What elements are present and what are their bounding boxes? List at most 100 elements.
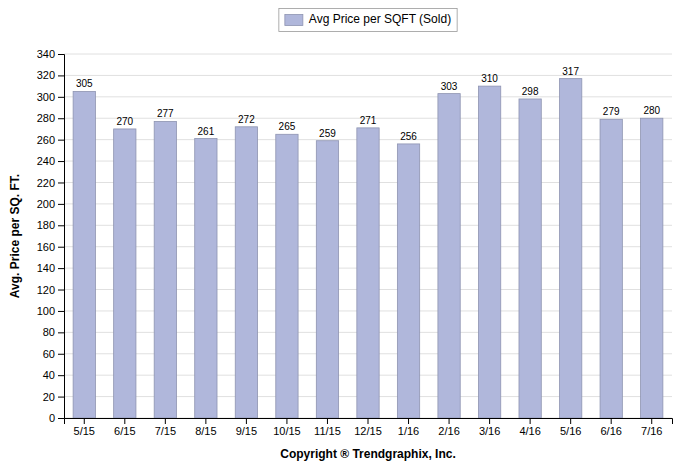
x-tick-mark bbox=[570, 418, 571, 424]
x-tick-label: 5/15 bbox=[74, 425, 95, 437]
y-tick-label: 300 bbox=[37, 91, 55, 103]
x-tick-mark bbox=[530, 418, 531, 424]
y-tick-label: 240 bbox=[37, 155, 55, 167]
x-tick: 2/16 bbox=[438, 418, 459, 437]
x-tick-label: 1/16 bbox=[398, 425, 419, 437]
y-tick-mark bbox=[58, 225, 64, 226]
x-tick: 7/16 bbox=[641, 418, 662, 437]
y-tick: 20 bbox=[43, 391, 64, 403]
x-tick: 5/16 bbox=[560, 418, 581, 437]
y-axis-title: Avg. Price per SQ. FT. bbox=[8, 174, 22, 298]
y-tick-mark bbox=[58, 354, 64, 355]
bar bbox=[600, 119, 622, 418]
x-tick: 6/16 bbox=[600, 418, 621, 437]
data-label: 261 bbox=[198, 126, 215, 137]
y-tick-label: 80 bbox=[43, 326, 55, 338]
y-tick-label: 320 bbox=[37, 69, 55, 81]
y-tick-mark bbox=[58, 182, 64, 183]
x-tick-label: 4/16 bbox=[519, 425, 540, 437]
data-label: 279 bbox=[603, 106, 620, 117]
y-tick: 340 bbox=[37, 48, 64, 60]
data-label: 271 bbox=[360, 115, 377, 126]
y-tick-label: 0 bbox=[49, 412, 55, 424]
x-tick-label: 8/15 bbox=[195, 425, 216, 437]
x-tick: 8/15 bbox=[195, 418, 216, 437]
y-tick-label: 220 bbox=[37, 176, 55, 188]
y-tick: 60 bbox=[43, 348, 64, 360]
x-tick-mark bbox=[84, 418, 85, 424]
data-label: 259 bbox=[319, 128, 336, 139]
x-tick-mark bbox=[165, 418, 166, 424]
y-tick-mark bbox=[58, 311, 64, 312]
y-tick-label: 160 bbox=[37, 241, 55, 253]
x-tick: 3/16 bbox=[479, 418, 500, 437]
x-tick: 10/15 bbox=[273, 418, 301, 437]
x-tick-mark bbox=[327, 418, 328, 424]
legend-label: Avg Price per SQFT (Sold) bbox=[309, 12, 451, 26]
bar bbox=[235, 127, 257, 418]
x-tick: 11/15 bbox=[314, 418, 341, 437]
y-tick-mark bbox=[58, 140, 64, 141]
bar bbox=[114, 129, 136, 418]
x-tick-mark bbox=[205, 418, 206, 424]
x-tick-mark bbox=[368, 418, 369, 424]
y-tick-mark bbox=[58, 247, 64, 248]
y-tick: 220 bbox=[37, 176, 64, 188]
y-tick-mark bbox=[58, 268, 64, 269]
bar bbox=[397, 144, 419, 418]
x-tick-label: 9/15 bbox=[236, 425, 257, 437]
x-tick-mark bbox=[124, 418, 125, 424]
y-tick: 100 bbox=[37, 305, 64, 317]
data-label: 272 bbox=[238, 114, 255, 125]
bar bbox=[519, 99, 541, 418]
x-tick-label: 7/15 bbox=[155, 425, 176, 437]
y-tick: 40 bbox=[43, 369, 64, 381]
x-tick-mark bbox=[286, 418, 287, 424]
y-tick: 300 bbox=[37, 91, 64, 103]
x-axis-line bbox=[65, 419, 673, 425]
grid-line bbox=[64, 54, 672, 55]
x-tick: 1/16 bbox=[398, 418, 419, 437]
x-axis-title: Copyright ® Trendgraphix, Inc. bbox=[280, 447, 456, 461]
data-label: 270 bbox=[116, 116, 133, 127]
y-tick: 180 bbox=[37, 219, 64, 231]
x-tick-label: 6/15 bbox=[114, 425, 135, 437]
bar bbox=[357, 128, 379, 418]
data-label: 310 bbox=[481, 73, 498, 84]
y-tick-label: 120 bbox=[37, 284, 55, 296]
bar bbox=[276, 134, 298, 418]
y-tick: 140 bbox=[37, 262, 64, 274]
plot-area: 0204060801001201401601802002202402602803… bbox=[37, 48, 673, 437]
y-tick-mark bbox=[58, 397, 64, 398]
y-tick: 80 bbox=[43, 326, 64, 338]
y-tick-label: 40 bbox=[43, 369, 55, 381]
x-axis: 5/15 6/15 7/15 8/15 9/15 10/15 11/15 12/15 1/16 2… bbox=[65, 418, 673, 437]
x-tick-label: 10/15 bbox=[273, 425, 301, 437]
y-tick: 160 bbox=[37, 241, 64, 253]
y-tick-mark bbox=[58, 418, 64, 419]
legend-frame bbox=[279, 9, 457, 32]
y-tick-label: 200 bbox=[37, 198, 55, 210]
x-tick: 5/15 bbox=[74, 418, 95, 437]
y-tick-mark bbox=[58, 375, 64, 376]
y-tick: 200 bbox=[37, 198, 64, 210]
bar bbox=[478, 86, 500, 418]
y-tick-label: 20 bbox=[43, 391, 55, 403]
x-tick: 12/15 bbox=[354, 418, 382, 437]
bar bbox=[560, 79, 582, 418]
y-tick: 0 bbox=[49, 412, 64, 424]
y-tick-mark bbox=[58, 97, 64, 98]
y-tick-label: 180 bbox=[37, 219, 55, 231]
x-tick-mark bbox=[408, 418, 409, 424]
x-tick-label: 12/15 bbox=[354, 425, 382, 437]
x-tick: 7/15 bbox=[155, 418, 176, 437]
x-tick-label: 6/16 bbox=[600, 425, 621, 437]
x-tick-mark bbox=[449, 418, 450, 424]
bar bbox=[195, 139, 217, 418]
legend: Avg Price per SQFT (Sold) bbox=[279, 9, 457, 32]
y-axis: 0204060801001201401601802002202402602803… bbox=[37, 48, 65, 424]
bar bbox=[641, 118, 663, 418]
x-tick-label: 2/16 bbox=[438, 425, 459, 437]
chart-container: 0204060801001201401601802002202402602803… bbox=[0, 0, 688, 470]
bar bbox=[73, 91, 95, 418]
